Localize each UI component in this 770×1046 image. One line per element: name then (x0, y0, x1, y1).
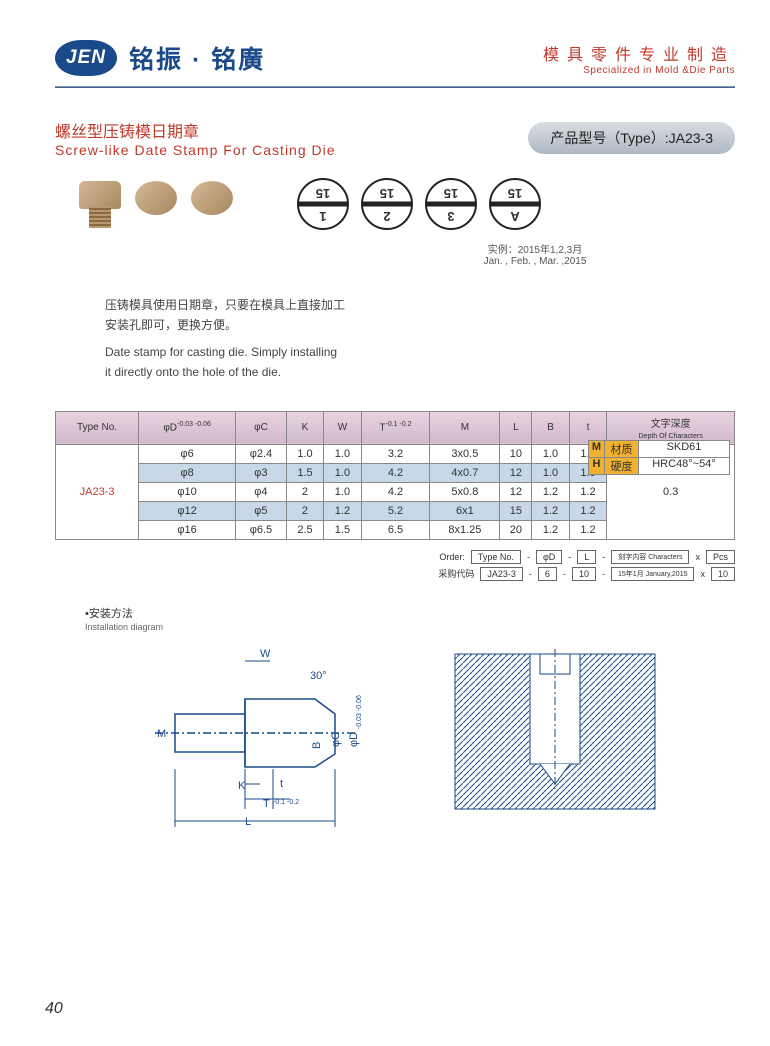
type-badge: 产品型号（Type）:JA23-3 (528, 122, 735, 154)
brand-name: 铭振 · 铭廣 (129, 40, 265, 76)
svg-text:B: B (311, 741, 323, 748)
diagram-left: W 30° M K T -0.1 -0.2 t L B φC φD -0.03 … (115, 639, 415, 829)
svg-text:φD: φD (348, 731, 360, 746)
svg-text:-0.03 -0.06: -0.03 -0.06 (356, 695, 363, 729)
svg-text:L: L (245, 816, 251, 828)
order-format: Order: Type No.- φD- L- 刻字内容 Charactersx… (55, 550, 735, 564)
stamp-circle: 153 (425, 178, 477, 230)
svg-text:t: t (280, 778, 283, 790)
order-example: 采购代码 JA23-3- 6- 10- 15年1月 January,2015x … (55, 567, 735, 581)
header-rule (55, 86, 735, 88)
stamp-examples: 151 152 153 15A (297, 178, 541, 230)
title-en: Screw-like Date Stamp For Casting Die (55, 142, 528, 158)
svg-text:W: W (260, 648, 271, 660)
svg-text:φC: φC (330, 731, 342, 746)
tagline: 模具零件专业制造 Specialized in Mold &Die Parts (543, 41, 735, 76)
diagram-right (445, 639, 665, 829)
diagram-title: •安装方法Installation diagram (85, 605, 735, 633)
example-caption: 实例：2015年1,2,3月 Jan. , Feb. , Mar. ,2015 (335, 241, 735, 267)
tagline-en: Specialized in Mold &Die Parts (543, 65, 735, 76)
logo: JEN (55, 40, 117, 76)
installation-diagram: W 30° M K T -0.1 -0.2 t L B φC φD -0.03 … (115, 639, 735, 829)
description: 压铸模具使用日期章，只要在模具上直接加工 安装孔即可，更换方便。 Date st… (105, 295, 445, 383)
spec-table: Type No. φD-0.03 -0.06 φC K W T-0.1 -0.2… (55, 411, 735, 540)
screw-photo (75, 176, 237, 231)
page-number: 40 (45, 1000, 63, 1018)
title-cn: 螺丝型压铸模日期章 (55, 118, 528, 142)
stamp-circle: 15A (489, 178, 541, 230)
svg-text:M: M (157, 728, 166, 740)
stamp-circle: 152 (361, 178, 413, 230)
svg-text:-0.1 -0.2: -0.1 -0.2 (273, 799, 299, 806)
tagline-cn: 模具零件专业制造 (543, 41, 735, 65)
svg-text:30°: 30° (310, 670, 327, 682)
stamp-circle: 151 (297, 178, 349, 230)
material-box: M材质SKD61 H硬度HRC48°~54° (588, 440, 730, 474)
svg-text:T: T (263, 798, 270, 810)
